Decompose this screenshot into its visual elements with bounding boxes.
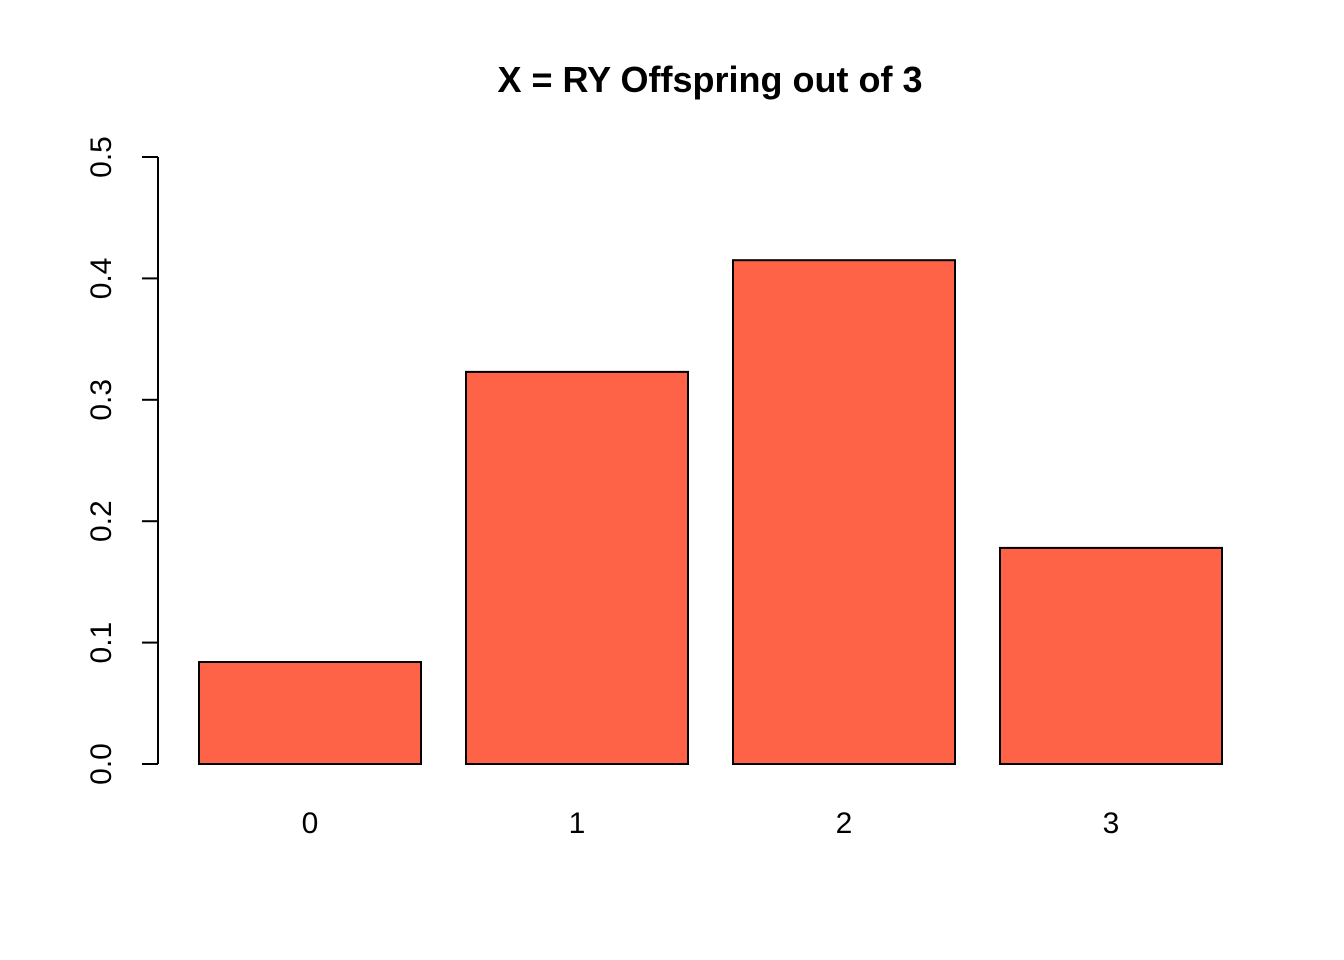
bar-1 <box>465 370 689 765</box>
bar-0 <box>198 661 422 765</box>
chart-title: X = RY Offspring out of 3 <box>497 59 922 100</box>
y-tick-label: 0.1 <box>85 622 118 664</box>
x-axis-labels: 0 1 2 3 <box>302 807 1120 840</box>
bars-group <box>198 259 1223 766</box>
x-tick-label: 0 <box>302 807 319 840</box>
bar-2 <box>732 259 956 765</box>
y-axis-ticks: 0.0 0.1 0.2 0.3 0.4 0.5 <box>85 136 158 785</box>
y-tick-label: 0.0 <box>85 743 118 785</box>
x-tick-label: 2 <box>836 807 853 840</box>
bar-3 <box>999 546 1223 766</box>
y-tick-label: 0.5 <box>85 136 118 178</box>
y-tick-label: 0.2 <box>85 500 118 542</box>
x-tick-label: 1 <box>569 807 586 840</box>
x-tick-label: 3 <box>1103 807 1120 840</box>
y-tick-label: 0.3 <box>85 379 118 421</box>
y-tick-label: 0.4 <box>85 258 118 300</box>
